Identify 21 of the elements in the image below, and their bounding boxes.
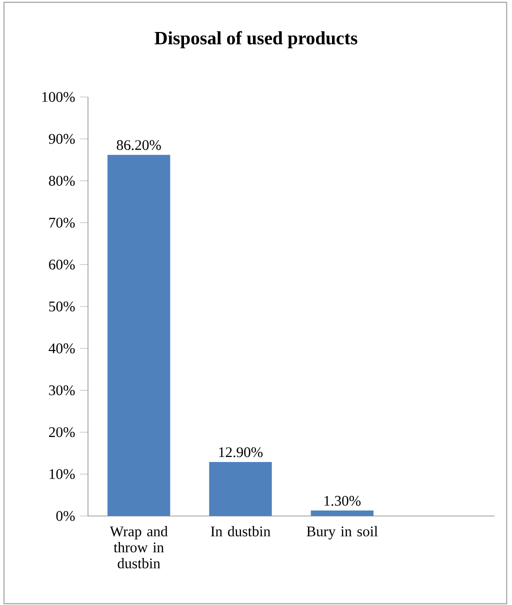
data-label: 86.20% xyxy=(116,140,161,150)
y-tick-label: 50% xyxy=(49,302,75,312)
bar xyxy=(209,462,272,516)
chart-title: Disposal of used products xyxy=(154,31,358,48)
bar xyxy=(310,510,374,516)
y-tick-label: 90% xyxy=(48,134,75,144)
y-tick-label: 10% xyxy=(50,469,75,480)
y-tick-label: 0% xyxy=(56,511,75,521)
y-tick-label: 20% xyxy=(49,427,75,438)
y-tick-label: 80% xyxy=(48,176,75,186)
y-tick-label: 30% xyxy=(49,385,75,396)
x-tick-label: Bury in soil xyxy=(306,526,378,540)
x-tick-label: Wrap and throw in dustbin xyxy=(110,526,168,568)
data-label: 1.30% xyxy=(324,496,361,506)
bar xyxy=(108,154,170,516)
y-tick-label: 40% xyxy=(48,343,75,354)
x-tick-label: In dustbin xyxy=(210,526,270,536)
y-tick-label: 70% xyxy=(49,218,75,228)
y-tick-label: 60% xyxy=(49,260,75,270)
y-tick-label: 100% xyxy=(42,92,75,102)
data-label: 12.90% xyxy=(219,447,263,458)
